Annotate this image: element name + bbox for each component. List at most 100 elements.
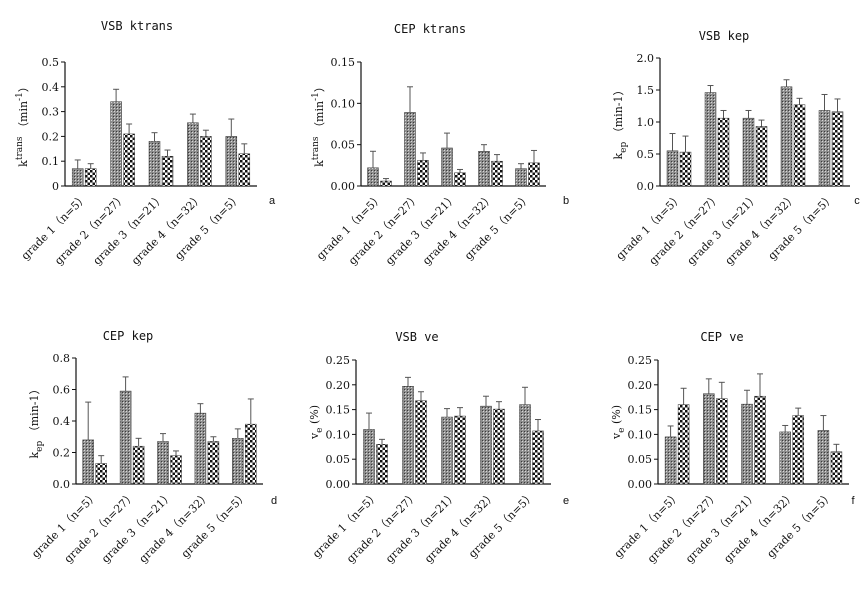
bar — [704, 92, 717, 187]
bar — [245, 423, 257, 485]
y-tick-label: 0 — [52, 180, 59, 193]
bar — [780, 86, 793, 187]
x-tick-label: grade 4（n=32） — [422, 489, 499, 566]
bar — [532, 430, 544, 485]
x-tick-label: grade 2（n=27） — [344, 489, 421, 566]
panel-c: VSB kep c 0.0 0.5 1.0 1.5 2.0 kep （min-1） grade … — [612, 29, 860, 267]
bar — [818, 110, 831, 187]
chart-title: CEP kep — [103, 329, 154, 343]
x-tick-label: grade 2（n=27） — [52, 191, 129, 268]
bar — [441, 147, 453, 187]
x-tick-label: grade 5（n=5） — [764, 489, 836, 561]
bar — [415, 400, 427, 485]
bar — [225, 136, 238, 187]
bar — [148, 141, 161, 187]
y-tick-label: 0.00 — [628, 478, 653, 491]
y-tick-label: 0.0 — [53, 478, 71, 491]
bar — [493, 408, 505, 485]
y-tick-label: 0.05 — [628, 453, 653, 466]
panel-label: d — [271, 495, 277, 507]
bar — [232, 438, 244, 485]
y-tick-label: 0.10 — [326, 428, 351, 441]
y-tick-label: 0.15 — [628, 404, 653, 417]
bar — [817, 430, 830, 485]
bar — [480, 405, 492, 485]
bar — [754, 395, 766, 485]
x-tick-label: grade 4（n=32） — [721, 489, 798, 566]
panel-f: CEP ve f 0.00 0.05 0.10 0.15 0.20 0.25 ve (%) gra… — [610, 330, 855, 565]
chart-title: CEP ve — [700, 330, 743, 344]
y-tick-label: 0.4 — [42, 81, 60, 94]
x-tick-label: grade 1（n=5） — [29, 489, 101, 561]
x-tick-label: grade 5（n=5） — [172, 191, 244, 263]
panel-a: VSB ktrans a 0 0.1 0.2 0.3 0.4 0.5 ktrans （min-1… — [15, 19, 276, 267]
bar — [170, 455, 182, 485]
panel-label: c — [854, 195, 860, 207]
bar — [717, 117, 730, 187]
bar — [454, 415, 466, 485]
y-tick-label: 0.05 — [331, 139, 356, 152]
y-tick-label: 0.20 — [326, 379, 351, 392]
x-tick-label: grade 3（n=21） — [383, 489, 460, 566]
y-tick-label: 0.00 — [326, 478, 351, 491]
y-tick-label: 0.15 — [326, 404, 351, 417]
bar — [157, 441, 169, 485]
y-axis-label: kep （min-1） — [612, 84, 629, 159]
x-tick-label: grade 1（n=5） — [314, 191, 386, 263]
y-tick-label: 0.8 — [53, 352, 71, 365]
x-tick-label: grade 5（n=5） — [462, 191, 534, 263]
bar — [779, 431, 791, 485]
bar — [380, 180, 392, 187]
panel-b: CEP ktrans b 0.00 0.05 0.10 0.15 ktrans （min-1… — [311, 22, 569, 267]
bar — [515, 168, 527, 187]
y-tick-label: 0.25 — [326, 354, 351, 367]
x-tick-label: grade 1（n=5） — [19, 191, 91, 263]
bar — [478, 151, 490, 187]
bar — [194, 412, 207, 485]
y-tick-label: 0.0 — [637, 180, 655, 193]
y-tick-label: 1.5 — [637, 84, 655, 97]
x-tick-label: grade 4（n=32） — [137, 489, 214, 566]
bar — [402, 386, 414, 485]
bar — [363, 429, 375, 485]
y-tick-label: 0.5 — [42, 56, 60, 69]
bar — [742, 117, 755, 187]
bar — [519, 404, 531, 485]
bar — [703, 393, 715, 485]
x-tick-label: grade 3（n=21） — [685, 191, 762, 268]
bar — [376, 444, 388, 485]
chart-title: VSB kep — [699, 29, 750, 43]
panel-d: CEP kep d 0.0 0.2 0.4 0.6 0.8 kep （min-1） grade … — [28, 329, 277, 565]
y-tick-label: 0.20 — [628, 379, 653, 392]
bar — [716, 398, 728, 485]
bar — [741, 403, 753, 485]
y-tick-label: 2.0 — [637, 52, 655, 65]
panel-label: f — [851, 495, 855, 507]
x-tick-label: grade 5（n=5） — [466, 489, 538, 561]
x-tick-label: grade 2（n=27） — [647, 191, 724, 268]
bar — [830, 451, 843, 485]
bar — [84, 168, 97, 187]
panel-label: b — [563, 195, 569, 207]
y-tick-label: 0.2 — [53, 447, 71, 460]
y-tick-label: 0.00 — [331, 180, 356, 193]
panel-e: VSB ve e 0.00 0.05 0.10 0.15 0.20 0.25 ve (%) gra… — [308, 330, 569, 565]
bar — [161, 155, 174, 187]
x-tick-label: grade 5（n=5） — [766, 191, 838, 263]
bar — [679, 151, 692, 187]
x-tick-label: grade 3（n=21） — [683, 489, 760, 566]
bar — [792, 415, 804, 485]
x-tick-label: grade 4（n=32） — [723, 191, 800, 268]
y-tick-label: 0.4 — [53, 415, 71, 428]
bar — [441, 416, 453, 485]
y-tick-label: 0.6 — [53, 384, 71, 397]
bar — [187, 122, 199, 187]
bar — [664, 436, 677, 485]
bar — [831, 111, 844, 187]
y-axis-label: ve (%) — [610, 405, 627, 440]
bar — [238, 153, 251, 187]
x-tick-label: grade 4（n=32） — [129, 191, 206, 268]
chart-title: VSB ve — [395, 330, 438, 344]
bar — [71, 168, 84, 187]
